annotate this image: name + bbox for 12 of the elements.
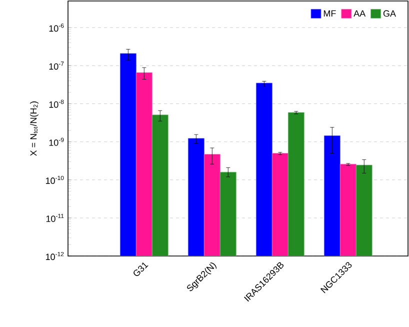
y-tick-label: 10$^{-6}$ (49, 24, 64, 32)
y-tick-label: 10$^{-10}$ (46, 176, 64, 184)
legend-label: GA (383, 10, 396, 17)
legend-label: MF (324, 10, 336, 17)
y-tick-label: 10$^{-7}$ (49, 62, 64, 70)
y-tick-label: 10$^{-12}$ (46, 252, 64, 260)
y-tick-label: 10$^{-9}$ (49, 138, 64, 146)
y-tick-label: 10$^{-8}$ (49, 100, 64, 108)
y-axis-title: X = N$_{tot}$/N(H$_{2}$) (30, 101, 38, 156)
legend-label: AA (354, 10, 366, 17)
y-tick-label: 10$^{-11}$ (46, 214, 64, 222)
x-tick-label: G31 (134, 262, 148, 276)
